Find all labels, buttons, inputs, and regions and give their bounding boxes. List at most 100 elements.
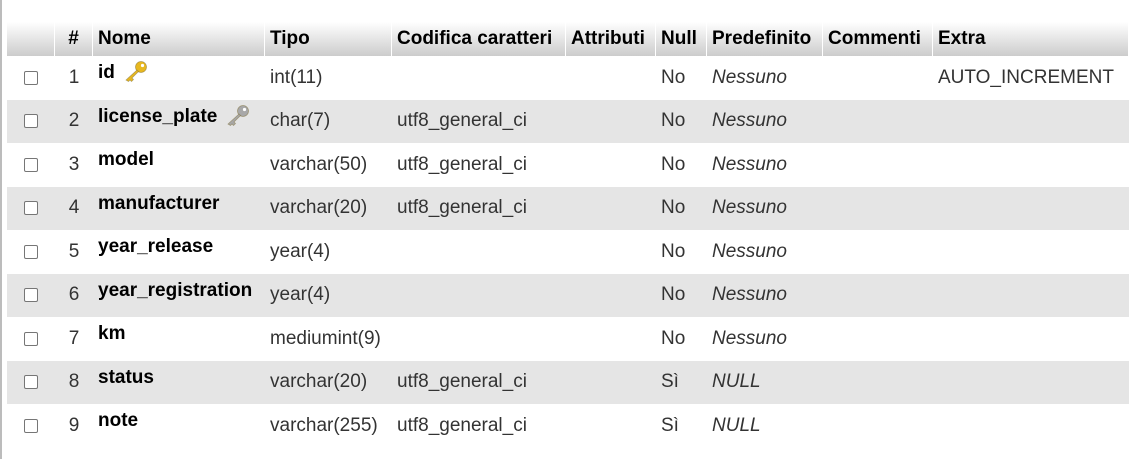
table-row: 7 km mediumint(9) No Nessuno [7,317,1129,361]
header-row: # Nome Tipo Codifica caratteri Attributi… [7,22,1129,56]
row-checkbox[interactable] [24,288,38,303]
column-comments [823,143,933,187]
table-row: 3 model varchar(50) utf8_general_ci No N… [7,143,1129,187]
column-collation: utf8_general_ci [392,404,566,448]
header-type[interactable]: Tipo [265,22,392,56]
unique-key-icon[interactable] [225,104,251,132]
header-collation[interactable]: Codifica caratteri [392,22,566,56]
column-name[interactable]: manufacturer [98,192,220,214]
column-default: Nessuno [707,273,823,317]
column-collation [392,273,566,317]
window-left-edge [0,0,2,459]
column-extra [933,143,1129,187]
header-extra[interactable]: Extra [933,22,1129,56]
column-collation: utf8_general_ci [392,143,566,187]
row-select-cell [7,56,55,100]
column-default: Nessuno [707,230,823,274]
column-null: Sì [656,404,707,448]
row-number: 8 [55,360,93,404]
column-name-cell: year_registration [93,273,265,317]
column-name-cell: year_release [93,230,265,274]
row-checkbox[interactable] [24,157,38,172]
row-checkbox[interactable] [24,70,38,85]
column-extra [933,273,1129,317]
column-default: NULL [707,404,823,448]
column-name[interactable]: model [98,149,154,170]
column-extra [933,404,1129,448]
column-attributes [566,317,656,361]
column-null: No [656,186,707,230]
column-collation [392,317,566,361]
column-name-cell: km [93,317,265,361]
row-number: 9 [55,404,93,448]
column-type: varchar(50) [265,143,392,187]
column-name[interactable]: note [98,410,139,431]
table-row: 6 year_registration year(4) No Nessuno [7,273,1129,317]
header-comments[interactable]: Commenti [823,22,933,56]
column-type: varchar(20) [265,186,392,230]
row-checkbox[interactable] [24,418,38,433]
column-collation [392,230,566,274]
column-attributes [566,186,656,230]
row-number: 2 [55,99,93,143]
row-select-cell [7,143,55,187]
row-checkbox[interactable] [24,331,38,346]
row-checkbox[interactable] [24,375,38,390]
column-extra [933,230,1129,274]
column-name[interactable]: year_registration [98,279,253,301]
column-default: Nessuno [707,56,823,100]
column-comments [823,230,933,274]
column-default: Nessuno [707,143,823,187]
column-name[interactable]: id [98,62,115,83]
table-structure-grid: # Nome Tipo Codifica caratteri Attributi… [7,22,1129,448]
column-comments [823,99,933,143]
header-default[interactable]: Predefinito [707,22,823,56]
column-default: Nessuno [707,317,823,361]
column-collation: utf8_general_ci [392,186,566,230]
row-checkbox[interactable] [24,114,38,129]
primary-key-icon[interactable] [123,60,149,88]
table-row: 9 note varchar(255) utf8_general_ci Sì N… [7,404,1129,448]
column-attributes [566,99,656,143]
table-body: 1 id int(11) No Nessuno AUTO_INCREMENT 2… [7,56,1129,448]
column-name[interactable]: year_release [98,236,214,257]
column-default: Nessuno [707,99,823,143]
column-comments [823,404,933,448]
row-select-cell [7,186,55,230]
column-type: mediumint(9) [265,317,392,361]
column-comments [823,273,933,317]
column-type: char(7) [265,99,392,143]
column-collation [392,56,566,100]
row-select-cell [7,273,55,317]
row-number: 3 [55,143,93,187]
column-name[interactable]: status [98,366,154,388]
column-null: No [656,99,707,143]
column-name[interactable]: km [98,323,126,344]
column-comments [823,56,933,100]
column-null: Sì [656,360,707,404]
row-checkbox[interactable] [24,201,38,216]
column-attributes [566,360,656,404]
row-checkbox[interactable] [24,244,38,259]
table-row: 8 status varchar(20) utf8_general_ci Sì … [7,360,1129,404]
column-extra: AUTO_INCREMENT [933,56,1129,100]
column-name-cell: model [93,143,265,187]
column-type: year(4) [265,230,392,274]
header-select [7,22,55,56]
column-name-cell: status [93,360,265,404]
row-number: 6 [55,273,93,317]
column-null: No [656,143,707,187]
column-extra [933,186,1129,230]
column-null: No [656,317,707,361]
header-attributes[interactable]: Attributi [566,22,656,56]
header-null[interactable]: Null [656,22,707,56]
column-attributes [566,56,656,100]
row-select-cell [7,99,55,143]
column-null: No [656,273,707,317]
row-select-cell [7,404,55,448]
row-number: 4 [55,186,93,230]
header-name[interactable]: Nome [93,22,265,56]
column-null: No [656,230,707,274]
column-name[interactable]: license_plate [98,105,218,127]
header-number[interactable]: # [55,22,93,56]
